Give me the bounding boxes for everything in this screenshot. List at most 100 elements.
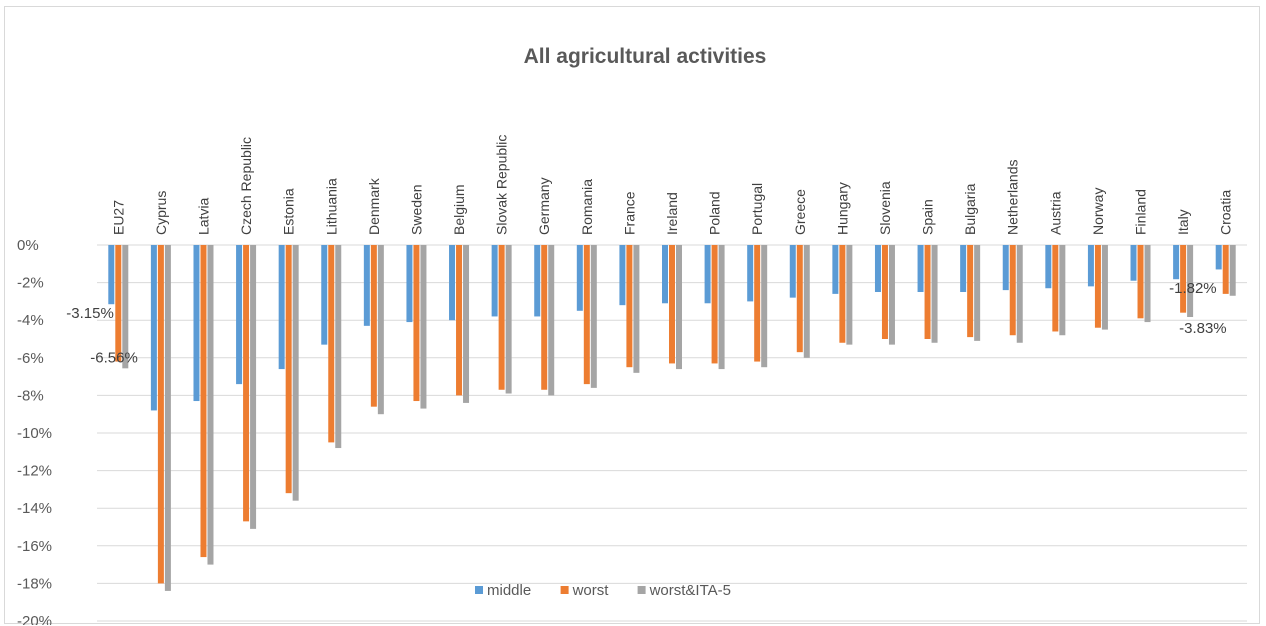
bar-worst-ita-5 <box>164 245 171 591</box>
bar-worst <box>456 245 463 396</box>
bar-worst <box>1052 245 1059 332</box>
bar-chart: All agricultural activities 0% -2% -4% -6% -… <box>17 45 1247 625</box>
bar-worst-ita-5 <box>292 245 299 501</box>
category-label: Spain <box>920 199 936 235</box>
category-label: Czech Republic <box>238 137 254 235</box>
bar-worst-ita-5 <box>377 245 384 415</box>
bar-worst-ita-5 <box>420 245 427 409</box>
bar-worst <box>626 245 633 368</box>
bar-worst <box>370 245 377 407</box>
bar-middle <box>108 245 115 305</box>
bar-worst-ita-5 <box>676 245 682 370</box>
category-label: Netherlands <box>1005 160 1021 236</box>
category-label: Poland <box>707 191 723 235</box>
bar-worst <box>1137 245 1144 319</box>
category-label: Austria <box>1047 191 1063 235</box>
bar-worst-ita-5 <box>718 245 725 370</box>
bar-middle <box>534 245 541 317</box>
category-label: Norway <box>1090 188 1106 235</box>
data-label: -3.83% <box>1179 320 1227 337</box>
bar-middle <box>236 245 243 385</box>
bar-worst-ita-5 <box>1016 245 1023 343</box>
bar-middle <box>704 245 711 304</box>
bar-worst-ita-5 <box>505 245 512 394</box>
category-label: Ireland <box>664 192 680 235</box>
bar-worst-ita-5 <box>1187 245 1194 318</box>
category-label: Latvia <box>195 197 211 235</box>
category-label: Romania <box>579 179 595 235</box>
bar-middle <box>278 245 285 370</box>
bar-middle <box>1215 245 1222 270</box>
bar-worst <box>1180 245 1187 313</box>
category-label: Finland <box>1133 189 1149 235</box>
bar-middle <box>576 245 583 311</box>
bar-worst <box>583 245 590 385</box>
bar-worst <box>498 245 505 390</box>
bar-middle <box>1045 245 1052 289</box>
bar-worst <box>754 245 761 362</box>
bar-middle <box>363 245 370 326</box>
bar-worst-ita-5 <box>803 245 810 358</box>
category-label: Sweden <box>408 184 424 235</box>
bar-middle <box>874 245 881 292</box>
bar-middle <box>406 245 413 323</box>
bar-middle <box>193 245 200 402</box>
bar-middle <box>619 245 626 306</box>
data-label: -1.82% <box>1169 280 1217 297</box>
legend-swatch <box>560 586 569 594</box>
bar-worst <box>200 245 207 558</box>
category-label: Germany <box>536 177 552 235</box>
bar-worst-ita-5 <box>931 245 938 343</box>
bar-worst <box>1094 245 1101 328</box>
bar-middle <box>662 245 668 304</box>
legend-swatch <box>475 586 483 594</box>
y-tick-label: -2% <box>17 275 44 292</box>
category-label: Belgium <box>451 184 467 235</box>
bar-worst-ita-5 <box>633 245 640 373</box>
category-label: Cyprus <box>153 191 169 235</box>
bar-worst <box>881 245 888 339</box>
category-label: France <box>621 191 637 235</box>
bar-middle <box>491 245 498 317</box>
category-label: EU27 <box>110 200 126 235</box>
bar-middle <box>1130 245 1137 281</box>
bar-worst <box>796 245 803 353</box>
bar-middle <box>917 245 924 292</box>
category-label: Lithuania <box>323 178 339 235</box>
bar-worst <box>711 245 718 364</box>
data-label: -6.56% <box>90 349 138 366</box>
bar-worst <box>839 245 846 343</box>
bar-worst-ita-5 <box>1101 245 1108 330</box>
category-label: Slovak Republic <box>494 135 510 235</box>
y-tick-label: -8% <box>17 387 44 404</box>
y-tick-label: -6% <box>17 350 44 367</box>
bar-middle <box>150 245 157 411</box>
bar-worst-ita-5 <box>250 245 257 529</box>
category-label: Portugal <box>749 183 765 235</box>
bar-worst <box>967 245 974 338</box>
bar-worst-ita-5 <box>590 245 597 388</box>
bar-middle <box>960 245 967 292</box>
bar-worst-ita-5 <box>1229 245 1236 296</box>
y-tick-label: -14% <box>17 500 52 517</box>
bar-middle <box>1173 245 1180 280</box>
bar-worst <box>328 245 335 443</box>
y-tick-label: -10% <box>17 425 52 442</box>
bar-middle <box>1002 245 1009 291</box>
category-label: Denmark <box>366 177 382 235</box>
category-label: Hungary <box>834 182 850 235</box>
bar-worst <box>157 245 164 584</box>
legend-swatch <box>637 586 646 594</box>
category-label: Greece <box>792 189 808 235</box>
chart-frame: All agricultural activities 0% -2% -4% -6% -… <box>4 6 1260 625</box>
bar-middle <box>747 245 754 302</box>
bar-middle <box>449 245 456 321</box>
legend-label: middle <box>487 582 531 599</box>
y-tick-label: 0% <box>17 237 39 254</box>
bar-worst <box>285 245 292 494</box>
bar-worst <box>924 245 931 339</box>
bar-worst-ita-5 <box>207 245 214 565</box>
bar-worst <box>115 245 122 362</box>
y-tick-label: -18% <box>17 575 52 592</box>
bar-middle <box>321 245 328 345</box>
